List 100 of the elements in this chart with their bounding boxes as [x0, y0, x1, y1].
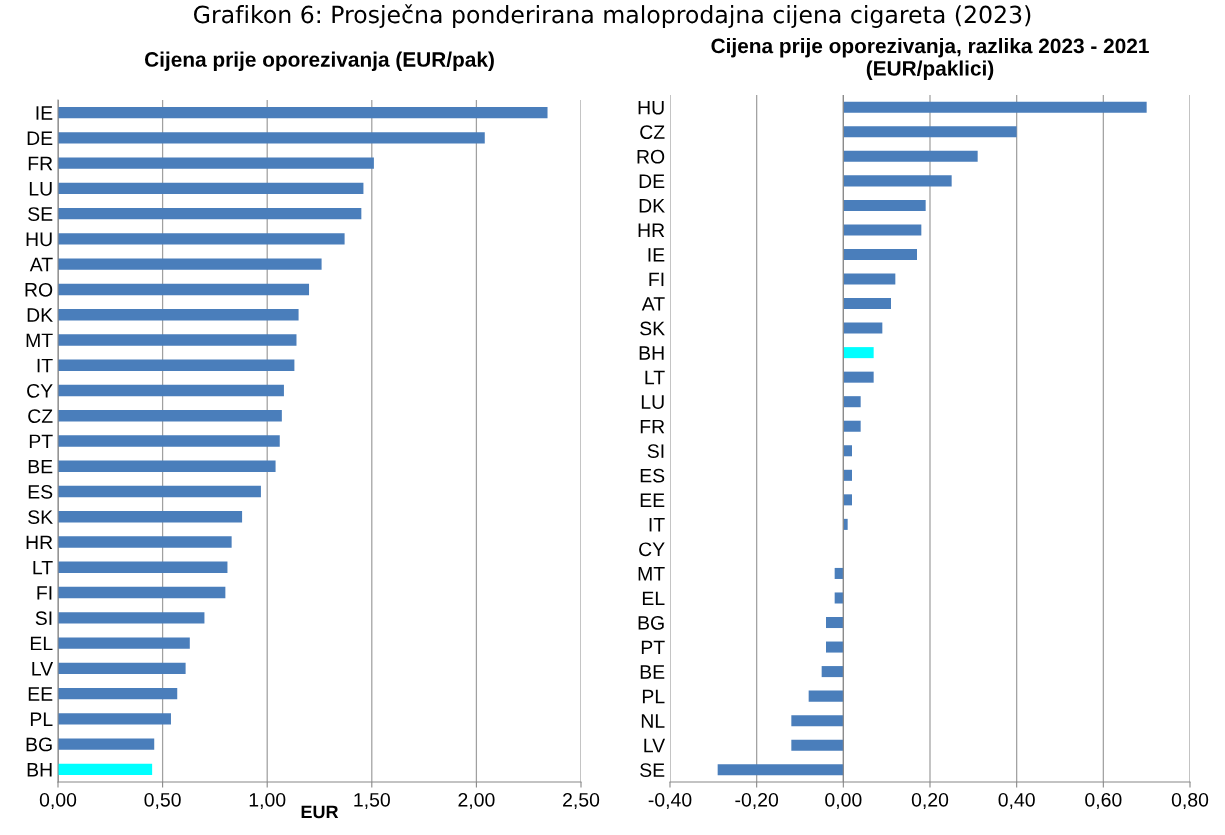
- bar: [843, 101, 1147, 113]
- x-tick-label: 0,80: [1171, 792, 1209, 809]
- bar: [791, 715, 844, 727]
- y-tick-label: ES: [640, 468, 665, 483]
- y-tick-label: BH: [639, 346, 664, 360]
- bar: [58, 182, 364, 195]
- bar: [58, 460, 276, 472]
- y-tick-label: FR: [640, 419, 665, 434]
- bar: [58, 106, 548, 119]
- x-tick-label: 1,50: [354, 792, 390, 809]
- bar: [58, 612, 205, 624]
- text: Grafikon 6: Prosječna ponderirana maloprodajna cijena cigareta (2023): [194, 4, 1031, 28]
- y-tick-label: SI: [647, 444, 664, 458]
- chart-title: Cijena prije oporezivanja (EUR/pak): [144, 51, 494, 71]
- bar: [843, 347, 874, 359]
- y-tick-label: LT: [645, 370, 665, 385]
- y-tick-label: IE: [36, 106, 53, 120]
- bar: [834, 592, 844, 604]
- bar: [58, 309, 299, 321]
- y-tick-label: LT: [33, 560, 53, 575]
- x-tick-label: 2,00: [458, 792, 495, 809]
- bar: [826, 641, 844, 653]
- bar: [58, 536, 232, 548]
- x-tick-label: 1,00: [249, 792, 286, 809]
- bar: [58, 359, 295, 371]
- y-tick-label: CY: [639, 542, 665, 557]
- y-tick-label: DE: [27, 131, 53, 145]
- y-tick-label: EL: [30, 636, 53, 651]
- y-tick-label: LV: [644, 738, 666, 753]
- y-tick-label: IE: [648, 248, 665, 262]
- bar: [843, 150, 978, 162]
- y-tick-label: CY: [27, 383, 53, 398]
- y-tick-label: LU: [29, 182, 52, 196]
- bar: [58, 258, 322, 270]
- bar: [791, 739, 844, 751]
- y-tick-label: HR: [638, 223, 665, 237]
- x-tick-label: 0,60: [1085, 792, 1122, 809]
- x-tick-label: 0,50: [144, 792, 181, 809]
- y-tick-label: DK: [639, 199, 665, 213]
- y-tick-label: IT: [37, 358, 53, 373]
- bar: [58, 662, 186, 675]
- x-tick-label: 0,40: [998, 792, 1035, 809]
- x-tick-label: 2,50: [563, 792, 600, 809]
- y-tick-label: SE: [640, 763, 665, 777]
- bar: [58, 157, 374, 169]
- y-tick-label: FI: [649, 272, 664, 287]
- bar: [843, 199, 926, 211]
- y-tick-label: HU: [26, 232, 52, 247]
- bar: [58, 485, 261, 498]
- y-tick-label: PT: [641, 640, 665, 655]
- y-tick-label: FR: [28, 156, 53, 171]
- y-tick-label: EL: [642, 591, 665, 606]
- bar: [58, 435, 280, 447]
- y-tick-label: BE: [28, 459, 53, 474]
- y-tick-label: ES: [28, 484, 53, 499]
- x-tick-label: 0,00: [825, 792, 862, 809]
- bar: [58, 586, 226, 599]
- y-tick-label: AT: [29, 257, 53, 272]
- bar: [843, 371, 874, 383]
- bar: [843, 469, 852, 481]
- y-tick-label: NL: [641, 714, 665, 728]
- bar: [58, 561, 228, 573]
- bar: [58, 132, 485, 144]
- y-tick-label: PL: [30, 712, 53, 726]
- x-tick-label: 0,20: [911, 792, 949, 809]
- y-tick-label: RO: [25, 282, 53, 297]
- y-tick-label: BH: [27, 763, 52, 777]
- y-tick-label: MT: [638, 567, 665, 581]
- bar: [58, 687, 178, 700]
- y-tick-label: PL: [642, 689, 665, 704]
- y-tick-label: CZ: [640, 125, 665, 140]
- bar: [843, 494, 852, 506]
- y-tick-label: CZ: [28, 409, 53, 423]
- y-tick-label: BG: [638, 615, 664, 630]
- bar: [58, 283, 310, 296]
- bar: [826, 617, 844, 629]
- y-tick-label: MT: [26, 333, 53, 348]
- bar: [843, 322, 883, 334]
- y-tick-label: PT: [29, 434, 53, 449]
- bar: [58, 410, 282, 422]
- y-tick-label: BG: [26, 737, 52, 752]
- y-tick-label: AT: [641, 297, 665, 311]
- x-tick-label: 0,00: [39, 792, 77, 809]
- bar: [843, 175, 952, 187]
- y-tick-label: LU: [641, 395, 664, 409]
- y-tick-label: SE: [28, 207, 53, 221]
- y-tick-label: FI: [37, 586, 52, 600]
- y-tick-label: DK: [27, 308, 53, 322]
- bar: [58, 763, 153, 776]
- bar: [834, 567, 844, 579]
- bar: [843, 248, 917, 260]
- bar: [843, 445, 852, 457]
- bar: [843, 396, 861, 408]
- y-tick-label: BE: [640, 665, 665, 679]
- bar: [58, 207, 362, 220]
- bar: [58, 713, 171, 725]
- bar: [58, 637, 190, 649]
- y-tick-label: SK: [640, 321, 665, 336]
- bar: [843, 298, 891, 310]
- bar: [843, 420, 861, 432]
